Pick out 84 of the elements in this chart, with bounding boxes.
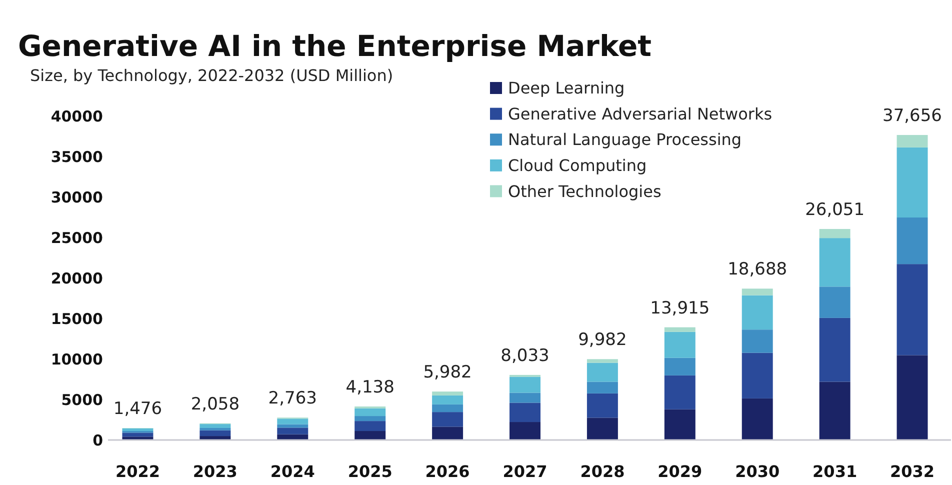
legend-label: Generative Adversarial Networks bbox=[508, 104, 772, 124]
y-tick-label: 15000 bbox=[50, 310, 103, 328]
bar bbox=[586, 418, 618, 440]
legend-label: Deep Learning bbox=[508, 78, 625, 98]
total-label: 9,982 bbox=[578, 330, 627, 350]
bar bbox=[742, 330, 773, 353]
x-tick-label: 2027 bbox=[502, 462, 548, 481]
bar bbox=[354, 416, 386, 422]
bar bbox=[896, 217, 928, 264]
bar bbox=[354, 431, 386, 440]
bar bbox=[819, 228, 850, 238]
bar bbox=[586, 382, 618, 394]
x-tick-label: 2024 bbox=[270, 462, 315, 481]
bar bbox=[664, 327, 696, 332]
bar bbox=[122, 436, 154, 440]
bar bbox=[354, 421, 386, 432]
x-tick-label: 2023 bbox=[192, 462, 238, 481]
x-tick-label: 2026 bbox=[425, 462, 470, 481]
x-tick-label: 2029 bbox=[658, 462, 702, 481]
bar bbox=[432, 426, 464, 440]
bar bbox=[742, 352, 773, 398]
bar bbox=[896, 355, 928, 440]
bar bbox=[277, 428, 308, 434]
total-label: 2,763 bbox=[268, 388, 317, 409]
bar bbox=[819, 238, 850, 287]
bar bbox=[742, 295, 773, 330]
total-label: 5,982 bbox=[423, 362, 472, 383]
y-tick-label: 25000 bbox=[50, 228, 103, 247]
bar bbox=[664, 358, 696, 376]
bar bbox=[510, 392, 540, 403]
bar bbox=[896, 134, 928, 148]
bar bbox=[586, 393, 618, 418]
bar bbox=[586, 362, 618, 382]
bar bbox=[200, 424, 231, 428]
bar bbox=[354, 408, 386, 416]
x-tick-label: 2030 bbox=[735, 462, 780, 481]
bar bbox=[200, 430, 231, 436]
y-tick-label: 35000 bbox=[50, 148, 103, 166]
bar bbox=[896, 264, 928, 356]
bar bbox=[742, 288, 773, 296]
bar bbox=[432, 392, 464, 396]
y-tick-label: 30000 bbox=[50, 188, 103, 206]
total-label: 2,058 bbox=[190, 394, 240, 414]
bar bbox=[664, 375, 696, 410]
legend-label: Cloud Computing bbox=[508, 156, 647, 175]
legend-label: Natural Language Processing bbox=[508, 130, 742, 150]
bar bbox=[510, 376, 540, 393]
x-tick-label: 2028 bbox=[580, 462, 625, 481]
bar bbox=[896, 147, 928, 218]
total-label: 13,915 bbox=[650, 298, 710, 318]
x-tick-label: 2025 bbox=[348, 462, 392, 481]
bar bbox=[664, 332, 696, 358]
y-tick-label: 40000 bbox=[50, 107, 103, 126]
bar bbox=[277, 418, 308, 424]
bar bbox=[122, 432, 154, 437]
bar bbox=[586, 359, 618, 363]
x-tick-label: 2031 bbox=[812, 462, 858, 481]
total-label: 4,138 bbox=[346, 377, 394, 398]
total-label: 8,033 bbox=[500, 346, 550, 366]
y-tick-label: 5000 bbox=[61, 390, 103, 409]
total-label: 26,051 bbox=[805, 200, 865, 220]
y-tick-label: 10000 bbox=[50, 350, 103, 368]
bar bbox=[819, 382, 850, 440]
total-label: 37,656 bbox=[882, 106, 942, 126]
legend-label: Other Technologies bbox=[508, 182, 662, 201]
bar bbox=[510, 402, 540, 422]
bar bbox=[819, 286, 850, 318]
bar bbox=[122, 428, 154, 432]
bar bbox=[819, 318, 850, 382]
bar bbox=[432, 404, 464, 412]
total-label: 1,476 bbox=[113, 399, 162, 420]
bar bbox=[432, 412, 464, 427]
bar bbox=[664, 409, 696, 440]
chart-title: Generative AI in the Enterprise Market bbox=[18, 29, 652, 63]
x-tick-label: 2032 bbox=[890, 462, 935, 481]
x-tick-label: 2022 bbox=[115, 462, 160, 481]
bar bbox=[510, 422, 540, 440]
bar bbox=[277, 424, 308, 428]
total-label: 18,688 bbox=[728, 260, 788, 280]
bar bbox=[432, 395, 464, 404]
y-tick-label: 20000 bbox=[50, 269, 103, 288]
bar bbox=[742, 398, 773, 440]
y-tick-label: 0 bbox=[92, 431, 103, 450]
chart-subtitle: Size, by Technology, 2022-2032 (USD Million) bbox=[30, 66, 394, 85]
